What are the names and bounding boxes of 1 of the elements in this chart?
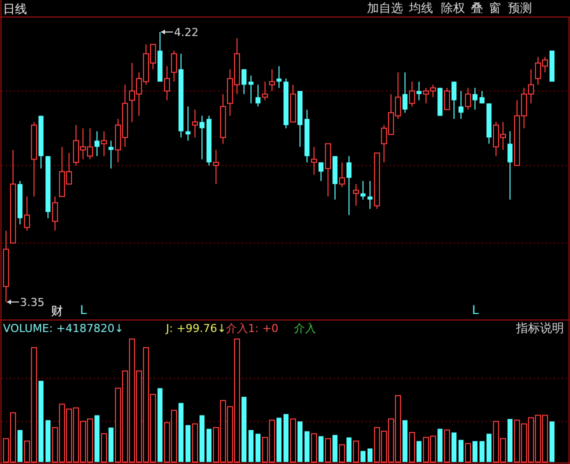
title: 日线: [3, 2, 27, 16]
